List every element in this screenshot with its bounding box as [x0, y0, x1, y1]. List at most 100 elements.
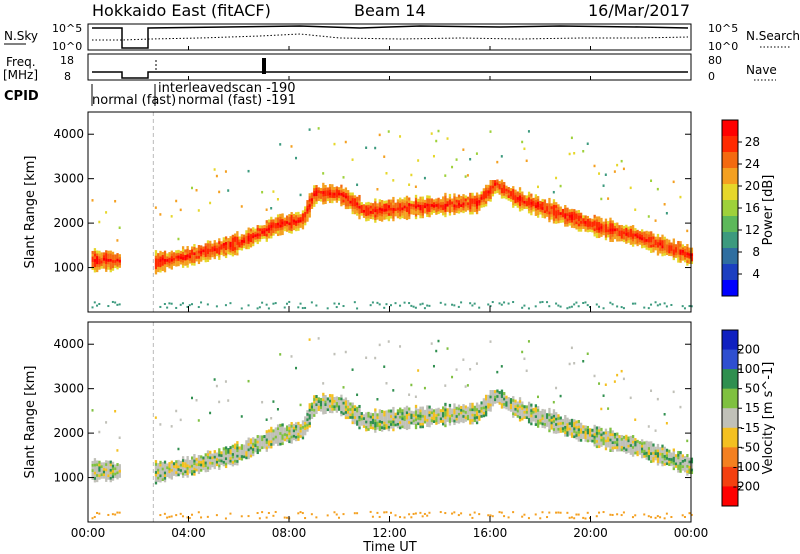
power-cell — [677, 259, 680, 263]
power-cell — [270, 224, 273, 228]
velocity-cell — [342, 398, 345, 402]
velocity-cell — [575, 431, 578, 435]
power-cell — [627, 239, 630, 243]
velocity-cell — [206, 458, 210, 462]
velocity-cell — [213, 458, 216, 462]
power-cell — [622, 228, 626, 232]
power-cell — [564, 218, 567, 222]
velocity-cell — [281, 423, 284, 427]
power-cell — [471, 198, 474, 202]
velocity-cell — [414, 420, 418, 424]
velocity-cell — [105, 476, 108, 480]
power-cell — [674, 252, 678, 256]
power-cell — [206, 259, 210, 263]
velocity-cell — [600, 441, 603, 445]
power-cell — [222, 250, 225, 254]
power-cell — [455, 207, 458, 211]
velocity-cell — [265, 440, 268, 444]
power-cell — [399, 200, 402, 204]
power-cell — [681, 252, 685, 256]
velocity-cell — [627, 449, 630, 453]
power-speckle — [290, 145, 293, 148]
power-speckle — [573, 151, 576, 155]
velocity-cell — [471, 421, 474, 425]
power-cell — [408, 197, 411, 201]
power-cell — [177, 249, 180, 253]
velocity-cell — [385, 421, 388, 425]
power-cell — [643, 234, 646, 238]
power-nearrange — [414, 306, 417, 309]
power-cell — [609, 222, 612, 226]
velocity-cell — [503, 392, 506, 396]
power-cell — [256, 233, 259, 237]
power-cell — [672, 254, 675, 258]
velocity-cell — [270, 429, 273, 433]
power-cell — [665, 244, 669, 248]
power-cell — [308, 198, 311, 202]
velocity-cell — [564, 431, 567, 435]
power-cell — [215, 245, 219, 249]
velocity-cell — [209, 456, 212, 460]
power-cell — [677, 251, 680, 255]
velocity-cell — [683, 458, 687, 462]
power-cell — [448, 193, 452, 197]
velocity-cell — [383, 418, 386, 422]
power-cell — [611, 228, 614, 232]
power-cell — [534, 194, 538, 198]
power-cell — [536, 212, 540, 216]
power-cell — [688, 258, 691, 262]
velocity-cell — [518, 407, 522, 411]
power-nearrange — [188, 304, 191, 307]
velocity-cell — [663, 462, 666, 466]
colorbar-tick-label: 100 — [737, 362, 760, 376]
velocity-cell — [191, 469, 194, 473]
power-cell — [561, 211, 565, 215]
power-nearrange — [643, 306, 646, 309]
power-cell — [245, 243, 248, 247]
power-speckle — [500, 155, 503, 158]
power-cell — [333, 195, 336, 199]
power-cell — [487, 198, 490, 202]
power-cell — [541, 212, 544, 216]
power-cell — [471, 203, 474, 207]
power-cell — [231, 250, 235, 254]
velocity-cell — [659, 452, 662, 456]
velocity-speckle — [451, 375, 454, 379]
power-cell — [392, 212, 395, 216]
velocity-cell — [276, 443, 280, 447]
velocity-cell — [586, 428, 590, 432]
velocity-cell — [509, 408, 513, 412]
power-cell — [197, 253, 201, 257]
velocity-cell — [541, 411, 544, 415]
velocity-cell — [453, 414, 456, 418]
velocity-cell — [114, 467, 117, 471]
velocity-cell — [109, 473, 112, 477]
power-cell — [641, 231, 644, 235]
power-cell — [613, 233, 617, 237]
velocity-speckle — [276, 408, 279, 411]
power-cell — [494, 185, 497, 189]
power-cell — [365, 202, 368, 206]
power-cell — [306, 216, 309, 220]
velocity-cell — [401, 422, 404, 426]
power-nearrange — [191, 303, 194, 306]
power-cell — [521, 191, 524, 195]
velocity-cell — [218, 448, 221, 452]
power-nearrange — [670, 303, 673, 306]
power-cell — [315, 185, 318, 189]
power-speckle — [118, 226, 121, 230]
power-cell — [193, 249, 196, 253]
velocity-cell — [521, 414, 524, 418]
power-cell — [306, 210, 309, 214]
power-nearrange — [683, 307, 686, 310]
power-cell — [629, 236, 632, 240]
power-cell — [686, 262, 689, 266]
velocity-cell — [245, 442, 248, 446]
velocity-cell — [315, 397, 318, 401]
velocity-cell — [215, 455, 219, 459]
velocity-cell — [170, 473, 173, 477]
velocity-speckle — [374, 356, 377, 360]
colorbar-tick-label: 4 — [752, 267, 760, 281]
power-cell — [367, 209, 370, 213]
power-cell — [566, 210, 569, 214]
